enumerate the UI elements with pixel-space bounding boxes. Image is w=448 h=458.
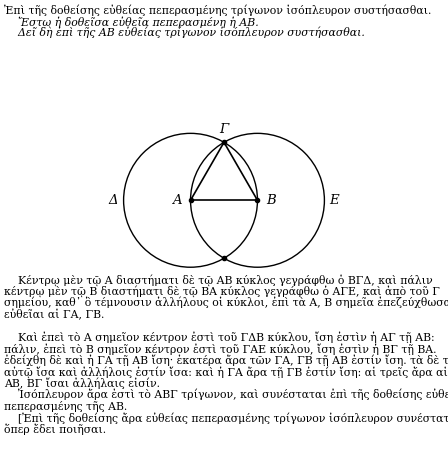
Text: Καὶ ἐπεὶ τὸ Α σημεῖον κέντρον ἐστὶ τοῦ ΓΔΒ κύκλου, ἴση ἐστὶν ἡ ΑΓ τῇ ΑΒ:: Καὶ ἐπεὶ τὸ Α σημεῖον κέντρον ἐστὶ τοῦ Γ… — [4, 332, 435, 343]
Text: εὐθεῖαι αἱ ΓΑ, ΓΒ.: εὐθεῖαι αἱ ΓΑ, ΓΒ. — [4, 309, 104, 320]
Text: [Ἐπὶ τῆς δοθείσης ἄρα εὐθείας πεπερασμένης τρίγωνον ἰσόπλευρον συνέσταται]:: [Ἐπὶ τῆς δοθείσης ἄρα εὐθείας πεπερασμέν… — [4, 412, 448, 424]
Text: Β: Β — [266, 194, 276, 207]
Text: Ἰσόπλευρον ἄρα ἐστὶ τὸ ΑΒΓ τρίγωνον, καὶ συνέσταται ἐπὶ τῆς δοθείσης εὐθείας: Ἰσόπλευρον ἄρα ἐστὶ τὸ ΑΒΓ τρίγωνον, καὶ… — [4, 389, 448, 400]
Text: Γ: Γ — [220, 123, 228, 136]
Text: πεπερασμένης τῆς ΑΒ.: πεπερασμένης τῆς ΑΒ. — [4, 400, 127, 411]
Text: Ἐπὶ τῆς δοθείσης εὐθείας πεπερασμένης τρίγωνον ἰσόπλευρον συστήσασθαι.: Ἐπὶ τῆς δοθείσης εὐθείας πεπερασμένης τρ… — [4, 4, 431, 16]
Text: σημείου, καθ᾽ ὃ τέμνουσιν ἀλλήλους οἱ κύκλοι, ἐπὶ τὰ Α, Β σημεῖα ἐπεζεύχθωσαν: σημείου, καθ᾽ ὃ τέμνουσιν ἀλλήλους οἱ κύ… — [4, 297, 448, 309]
Text: Ε: Ε — [330, 194, 339, 207]
Text: Κέντρῳ μὲν τῷ Α διαστήματι δὲ τῷ ΑΒ κύκλος γεγράφθω ὁ ΒΓΔ, καὶ πάλιν: Κέντρῳ μὲν τῷ Α διαστήματι δὲ τῷ ΑΒ κύκλ… — [4, 274, 433, 286]
Text: πάλιν, ἐπεὶ τὸ Β σημεῖον κέντρον ἐστὶ τοῦ ΓΑΕ κύκλου, ἴση ἐστὶν ἡ ΒΓ τῇ ΒΑ.: πάλιν, ἐπεὶ τὸ Β σημεῖον κέντρον ἐστὶ το… — [4, 343, 436, 355]
Text: ἐδείχθη δὲ καὶ ἡ ΓΑ τῇ ΑΒ ἴση· ἑκατέρα ἄρα τῶν ΓΑ, ΓΒ τῇ ΑΒ ἐστίν ἴση. τὰ δὲ τῷ: ἐδείχθη δὲ καὶ ἡ ΓΑ τῇ ΑΒ ἴση· ἑκατέρα ἄ… — [4, 354, 448, 366]
Text: Δεῖ δὴ ἐπὶ τῆς ΑΒ εὐθείας τρίγωνον ἰσόπλευρον συστήσασθαι.: Δεῖ δὴ ἐπὶ τῆς ΑΒ εὐθείας τρίγωνον ἰσόπλ… — [4, 27, 365, 38]
Text: ΑΒ, ΒΓ ἴσαι ἀλλήλαις εἰσίν.: ΑΒ, ΒΓ ἴσαι ἀλλήλαις εἰσίν. — [4, 377, 160, 389]
Text: Δ: Δ — [109, 194, 118, 207]
Text: αὐτῷ ἴσα καὶ ἀλλήλοις ἐστίν ἴσα: καὶ ἡ ΓΑ ἄρα τῇ ΓΒ ἐστίν ἴση: αἱ τρεῖς ἄρα αἱ Γ: αὐτῷ ἴσα καὶ ἀλλήλοις ἐστίν ἴσα: καὶ ἡ Γ… — [4, 366, 448, 378]
Text: Ἔστω ἡ δοθεῖσα εὐθεῖα πεπερασμένη ἡ ΑΒ.: Ἔστω ἡ δοθεῖσα εὐθεῖα πεπερασμένη ἡ ΑΒ. — [4, 16, 259, 27]
Text: κέντρῳ μὲν τῷ Β διαστήματι δὲ τῷ ΒΑ κύκλος γεγράφθω ὁ ΑΓΕ, καὶ ἀπὸ τοῦ Γ: κέντρῳ μὲν τῷ Β διαστήματι δὲ τῷ ΒΑ κύκλ… — [4, 285, 440, 297]
Text: Α: Α — [172, 194, 182, 207]
Text: ὅπερ ἔδει ποιῆσαι.: ὅπερ ἔδει ποιῆσαι. — [4, 424, 106, 435]
